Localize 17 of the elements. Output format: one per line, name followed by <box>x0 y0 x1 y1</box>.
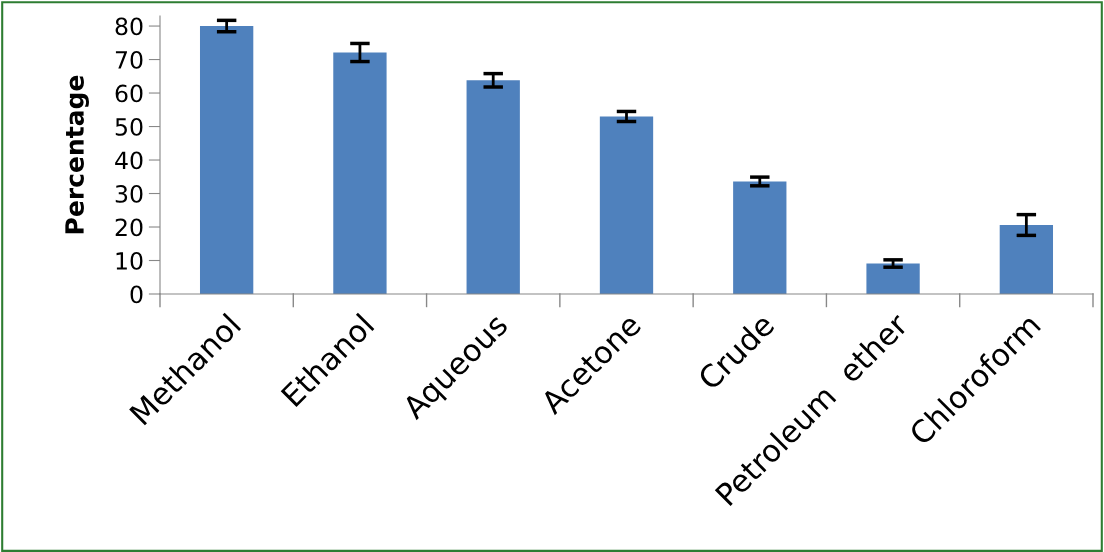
bar <box>733 181 787 294</box>
y-tick-label: 30 <box>115 184 143 203</box>
bar <box>866 263 920 294</box>
y-tick-label: 20 <box>115 218 143 237</box>
bar <box>333 52 387 294</box>
bar <box>599 116 654 294</box>
bar <box>466 80 520 294</box>
y-tick-label: 70 <box>115 50 143 69</box>
y-tick-label: 80 <box>115 17 143 36</box>
y-tick-label: 40 <box>115 151 143 170</box>
y-axis-title: Percentage <box>65 75 89 234</box>
y-tick-label: 0 <box>130 285 143 304</box>
bar <box>999 225 1054 294</box>
y-tick-label: 60 <box>115 84 143 103</box>
y-tick-label: 10 <box>116 251 143 270</box>
bar <box>199 26 254 294</box>
y-tick-label: 50 <box>115 117 143 136</box>
